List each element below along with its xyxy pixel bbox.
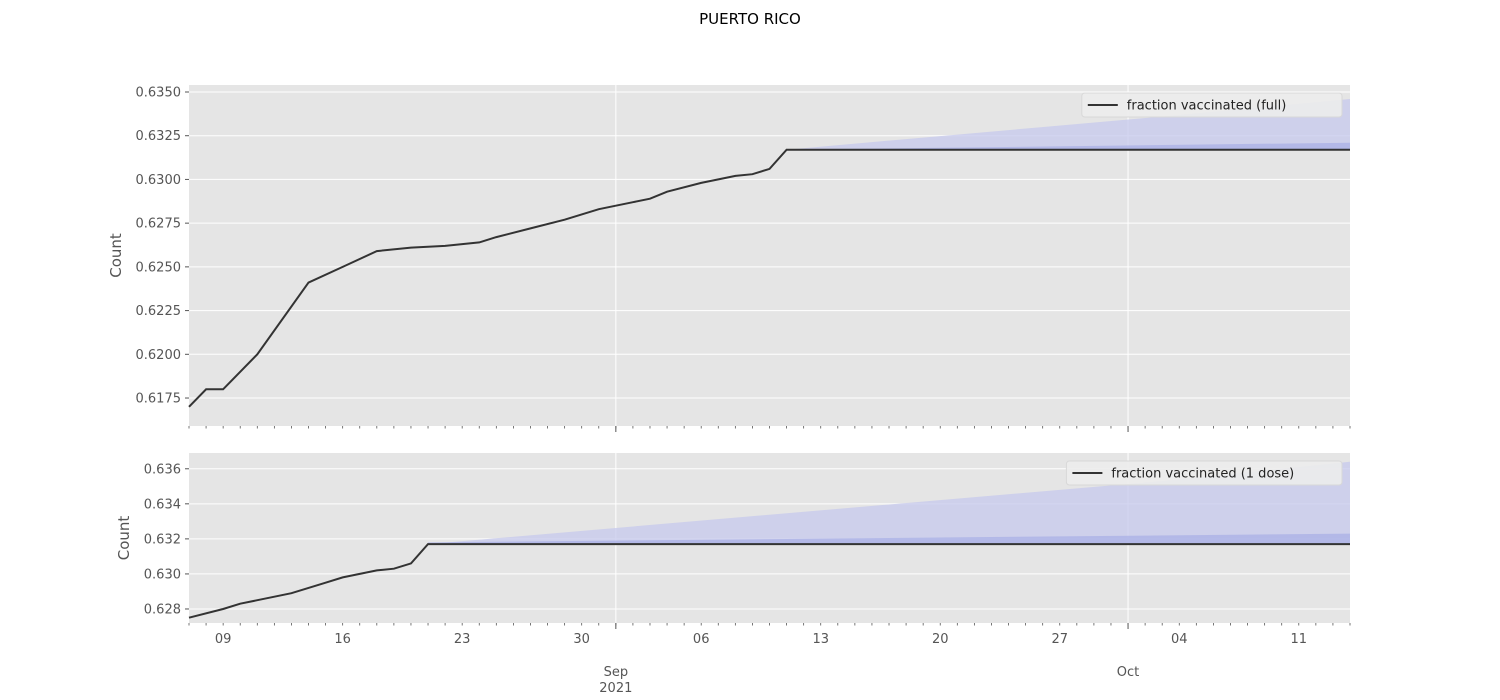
y-tick-label: 0.632 — [144, 532, 181, 547]
x-tick-label: 04 — [1171, 632, 1188, 647]
y-tick-label: 0.6225 — [136, 304, 182, 319]
legend-label: fraction vaccinated (full) — [1127, 99, 1287, 114]
y-tick-label: 0.6275 — [136, 217, 182, 232]
panel-2: 0.628 0.630 0.632 0.634 0.636 Count fraction v… — [115, 453, 1351, 629]
legend-box — [1065, 460, 1343, 486]
x-month-label: Oct — [1117, 665, 1139, 680]
y-tick-label: 0.636 — [144, 462, 181, 477]
x-month-label: Sep — [604, 665, 629, 680]
chart-title: PUERTO RICO — [699, 10, 801, 28]
forecast-band-outer — [428, 461, 1350, 545]
legend-label: fraction vaccinated (1 dose) — [1111, 467, 1294, 482]
forecast-band-outer — [786, 99, 1350, 150]
x-tick-label: 23 — [454, 632, 471, 647]
y-tick-label: 0.6175 — [136, 392, 182, 407]
x-tick-label: 20 — [932, 632, 949, 647]
x-tick-label: 09 — [215, 632, 232, 647]
y-tick-label: 0.6325 — [136, 129, 182, 144]
x-tick-label: 11 — [1291, 632, 1308, 647]
x-tick-label: 06 — [693, 632, 710, 647]
forecast-band-inner — [786, 142, 1350, 150]
y-tick-label: 0.634 — [144, 497, 181, 512]
x-tick-label: 13 — [812, 632, 829, 647]
y-tick-label: 0.6200 — [136, 348, 182, 363]
series-line — [188, 148, 1350, 408]
forecast-band-inner — [428, 533, 1350, 545]
panel-1: 0.6175 0.6200 0.6225 0.6250 0.6275 0.6300 0.63… — [107, 85, 1351, 432]
y-tick-label: 0.6250 — [136, 260, 182, 275]
y-axis-label: Count — [115, 516, 133, 561]
y-tick-label: 0.628 — [144, 602, 181, 617]
y-tick-label: 0.6350 — [136, 85, 182, 100]
x-tick-label: 27 — [1051, 632, 1068, 647]
y-axis-label: Count — [107, 233, 125, 278]
series-line — [188, 543, 1350, 619]
x-tick-label: 30 — [573, 632, 590, 647]
legend-box — [1081, 92, 1343, 118]
x-tick-label: 16 — [334, 632, 351, 647]
x-year-label: 2021 — [599, 681, 632, 696]
y-tick-label: 0.630 — [144, 567, 181, 582]
y-tick-label: 0.6300 — [136, 173, 182, 188]
